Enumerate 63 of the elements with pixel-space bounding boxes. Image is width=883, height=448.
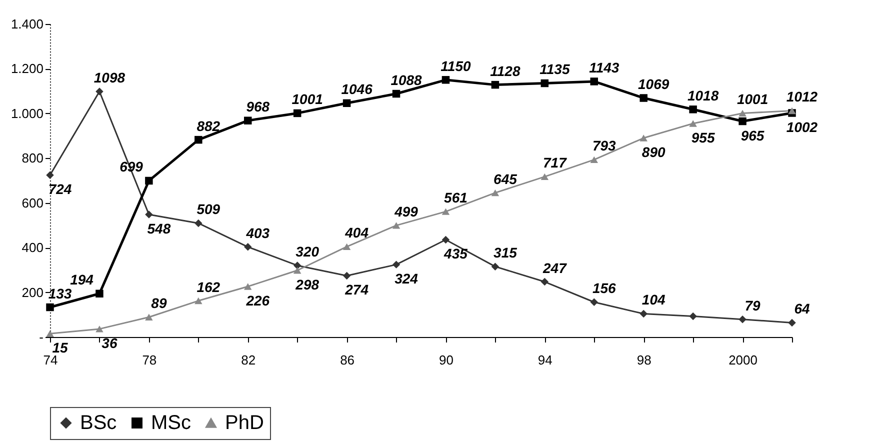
data-label: 955 (691, 129, 715, 146)
data-label: 548 (147, 220, 171, 236)
data-label: 499 (394, 203, 418, 220)
data-label: 717 (542, 154, 568, 171)
x-tick-label: 2000 (728, 352, 758, 368)
data-label: 36 (102, 334, 118, 351)
x-tick-label: 90 (439, 352, 454, 368)
y-tick-label: 200 (22, 284, 44, 300)
x-tick-label: 94 (538, 352, 552, 368)
y-tick-label: 600 (22, 195, 44, 210)
data-label: 435 (443, 246, 468, 262)
data-label: 1143 (589, 59, 620, 76)
data-label: 89 (151, 295, 167, 312)
legend-label: PhD (225, 412, 264, 434)
data-label: 1046 (341, 81, 373, 98)
data-label: 968 (246, 98, 270, 115)
data-label: 724 (48, 181, 72, 198)
y-tick-label: 1.400 (10, 16, 44, 32)
data-label: 1098 (94, 70, 126, 86)
data-label: 274 (344, 282, 369, 298)
y-tick-label: 800 (22, 150, 44, 166)
data-label: 793 (592, 138, 616, 154)
data-label: 79 (744, 297, 761, 314)
data-label: 1002 (786, 118, 818, 135)
data-label: 1128 (490, 62, 520, 79)
data-label: 965 (740, 127, 764, 144)
data-label: 403 (245, 224, 270, 241)
y-tick-label: 1.000 (10, 106, 44, 121)
x-tick-label: 98 (636, 352, 652, 368)
data-label: 890 (642, 144, 666, 160)
data-label: 156 (592, 280, 616, 296)
data-label: 1150 (440, 58, 471, 74)
data-label: 320 (296, 243, 320, 260)
x-tick-label: 86 (340, 352, 355, 368)
y-tick-label: 400 (22, 240, 44, 256)
data-label: 882 (196, 118, 220, 134)
data-label: 1012 (786, 88, 818, 105)
data-label: 1135 (540, 61, 570, 78)
data-label: 104 (642, 292, 666, 308)
x-tick-label: 78 (142, 352, 157, 368)
data-label: 324 (394, 270, 418, 287)
data-label: 247 (542, 260, 568, 276)
data-label: 1001 (292, 91, 324, 108)
data-label: 509 (196, 201, 220, 218)
data-label: 1088 (390, 72, 422, 88)
x-tick-label: 82 (241, 352, 256, 368)
data-label: 162 (196, 278, 220, 295)
data-label: 64 (794, 300, 810, 317)
legend-label: BSc (80, 412, 117, 434)
data-label: 645 (494, 170, 518, 187)
y-tick-label: 1.200 (10, 61, 44, 76)
data-label: 315 (494, 244, 518, 261)
data-label: 194 (70, 272, 94, 288)
y-tick-label: - (39, 330, 44, 344)
data-label: 404 (344, 224, 369, 241)
data-label: 298 (294, 276, 320, 292)
legend-label: MSc (151, 412, 191, 434)
data-label: 1069 (638, 76, 670, 92)
data-label: 133 (48, 285, 72, 302)
data-label: 1001 (736, 91, 768, 108)
data-label: 561 (444, 190, 468, 206)
data-label: 226 (245, 292, 270, 308)
data-label: 1018 (687, 87, 719, 104)
